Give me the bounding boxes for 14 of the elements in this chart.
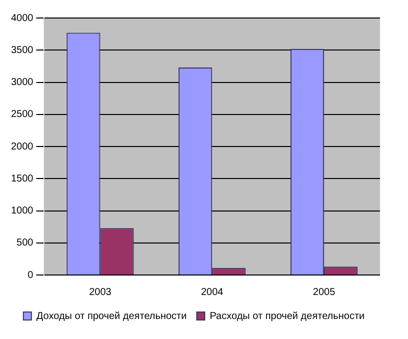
x-tick-label: 2004 (201, 286, 224, 298)
y-tick-label: 2000 (10, 141, 34, 152)
y-tick-label: 3500 (10, 44, 34, 56)
y-tick-label: 0 (28, 270, 34, 281)
x-tick-label: 2003 (89, 286, 112, 298)
legend-label: Доходы от прочей деятельности (36, 310, 187, 322)
y-tick-label: 2500 (10, 109, 34, 120)
y-tick-label: 1500 (10, 173, 34, 184)
x-tick-label: 2005 (312, 286, 336, 298)
y-tick-label: 1000 (10, 206, 34, 216)
y-tick-label: 500 (16, 238, 34, 249)
y-tick-label: 3000 (10, 77, 34, 88)
legend-label: Расходы от прочей деятельности (210, 310, 365, 322)
y-tick-label: 4000 (10, 12, 34, 24)
